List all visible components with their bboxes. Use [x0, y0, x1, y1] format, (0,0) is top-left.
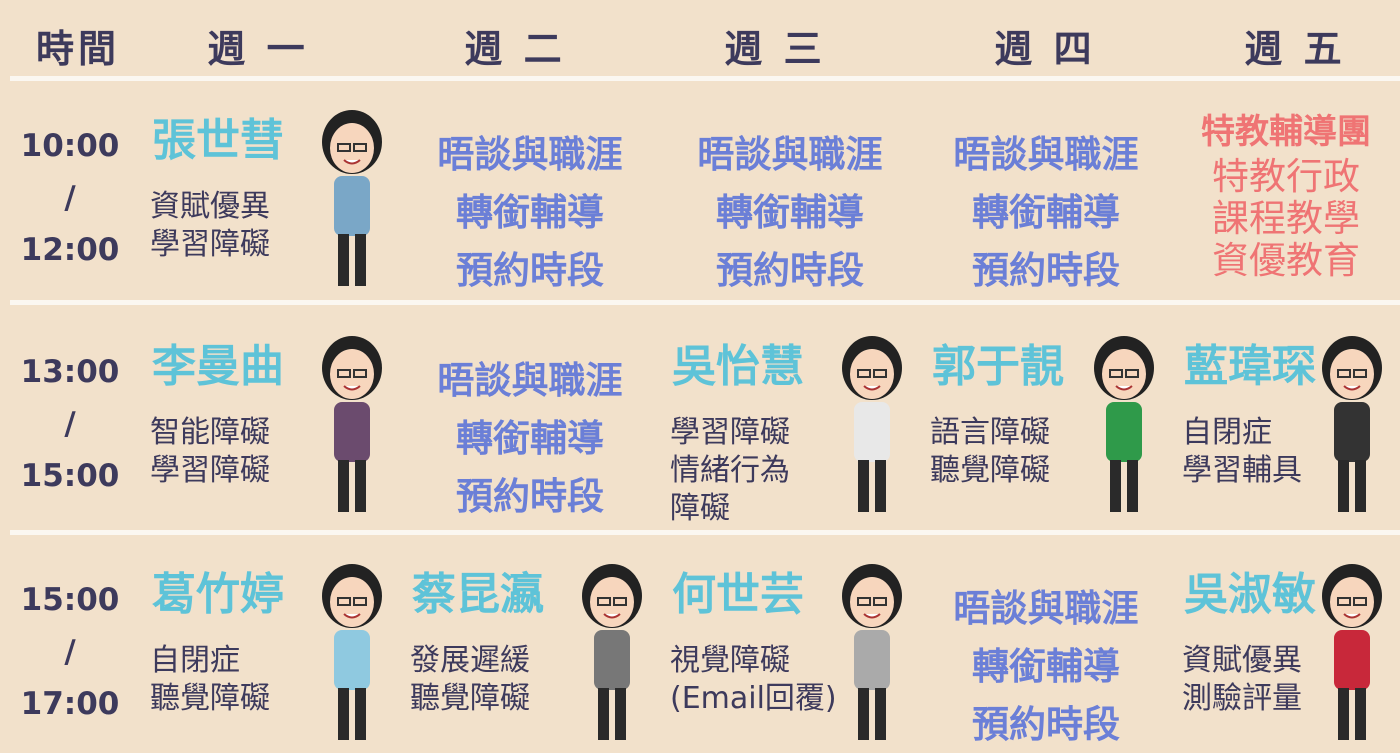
notice-line: 特教行政	[1212, 155, 1360, 198]
booking-line: 轉銜輔導	[972, 191, 1120, 234]
person-name: 吳淑敏	[1184, 569, 1316, 620]
time-label: 15:00	[20, 458, 120, 494]
time-label: 10:00	[20, 128, 120, 164]
person-name: 張世彗	[152, 115, 284, 166]
specialty: 資賦優異	[1182, 643, 1302, 678]
booking-line: 晤談與職涯	[437, 359, 623, 402]
booking-line: 預約時段	[456, 249, 604, 292]
specialty: 測驗評量	[1182, 681, 1302, 716]
column-header: 週 二	[464, 27, 566, 71]
person-name: 何世芸	[672, 569, 804, 620]
avatar	[582, 564, 642, 740]
specialty: 聽覺障礙	[150, 681, 270, 716]
specialty: 障礙	[670, 491, 730, 526]
avatar	[322, 564, 382, 740]
specialty: 情緒行為	[670, 453, 790, 488]
avatar	[1322, 336, 1382, 512]
separator	[10, 76, 1400, 81]
separator	[10, 300, 1400, 305]
notice-line: 資優教育	[1212, 239, 1360, 282]
column-header: 時間	[35, 27, 121, 71]
person-name: 李曼曲	[152, 341, 284, 392]
specialty: 聽覺障礙	[410, 681, 530, 716]
person-name: 郭于靚	[932, 341, 1064, 392]
specialty: 語言障礙	[930, 415, 1050, 450]
avatar	[322, 336, 382, 512]
notice-line: 特教輔導團	[1201, 112, 1371, 152]
booking-line: 預約時段	[972, 249, 1120, 292]
specialty: 智能障礙	[150, 415, 270, 450]
column-header: 週 五	[1244, 27, 1346, 71]
separator	[10, 530, 1400, 535]
time-label: 15:00	[20, 582, 120, 618]
time-label: /	[64, 180, 76, 216]
specialty: 資賦優異	[150, 189, 270, 224]
avatar	[842, 336, 902, 512]
booking-line: 轉銜輔導	[972, 645, 1120, 688]
person-name: 蔡昆瀛	[412, 569, 544, 620]
specialty: 發展遲緩	[410, 643, 530, 678]
booking-line: 晤談與職涯	[953, 587, 1139, 630]
time-label: /	[64, 634, 76, 670]
time-label: 13:00	[20, 354, 120, 390]
specialty: 學習障礙	[670, 415, 790, 450]
time-label: 17:00	[20, 686, 120, 722]
person-name: 吳怡慧	[672, 341, 804, 392]
booking-line: 預約時段	[972, 703, 1120, 746]
booking-line: 晤談與職涯	[697, 133, 883, 176]
specialty: (Email回覆)	[670, 681, 837, 716]
booking-line: 晤談與職涯	[953, 133, 1139, 176]
person-name: 藍瑋琛	[1184, 341, 1316, 392]
avatar	[1094, 336, 1154, 512]
specialty: 自閉症	[150, 643, 240, 678]
specialty: 學習障礙	[150, 227, 270, 262]
avatar	[842, 564, 902, 740]
booking-line: 預約時段	[456, 475, 604, 518]
booking-line: 轉銜輔導	[716, 191, 864, 234]
booking-line: 預約時段	[716, 249, 864, 292]
specialty: 視覺障礙	[670, 643, 790, 678]
person-name: 葛竹婷	[152, 569, 284, 620]
booking-line: 晤談與職涯	[437, 133, 623, 176]
notice-line: 課程教學	[1212, 197, 1360, 240]
time-label: /	[64, 406, 76, 442]
time-label: 12:00	[20, 232, 120, 268]
avatar	[322, 110, 382, 286]
specialty: 自閉症	[1182, 415, 1272, 450]
column-header: 週 三	[724, 27, 826, 71]
specialty: 學習輔具	[1182, 453, 1302, 488]
booking-line: 轉銜輔導	[456, 417, 604, 460]
specialty: 聽覺障礙	[930, 453, 1050, 488]
column-header: 週 四	[994, 27, 1096, 71]
specialty: 學習障礙	[150, 453, 270, 488]
booking-line: 轉銜輔導	[456, 191, 604, 234]
avatar	[1322, 564, 1382, 740]
column-header: 週 一	[207, 27, 309, 71]
